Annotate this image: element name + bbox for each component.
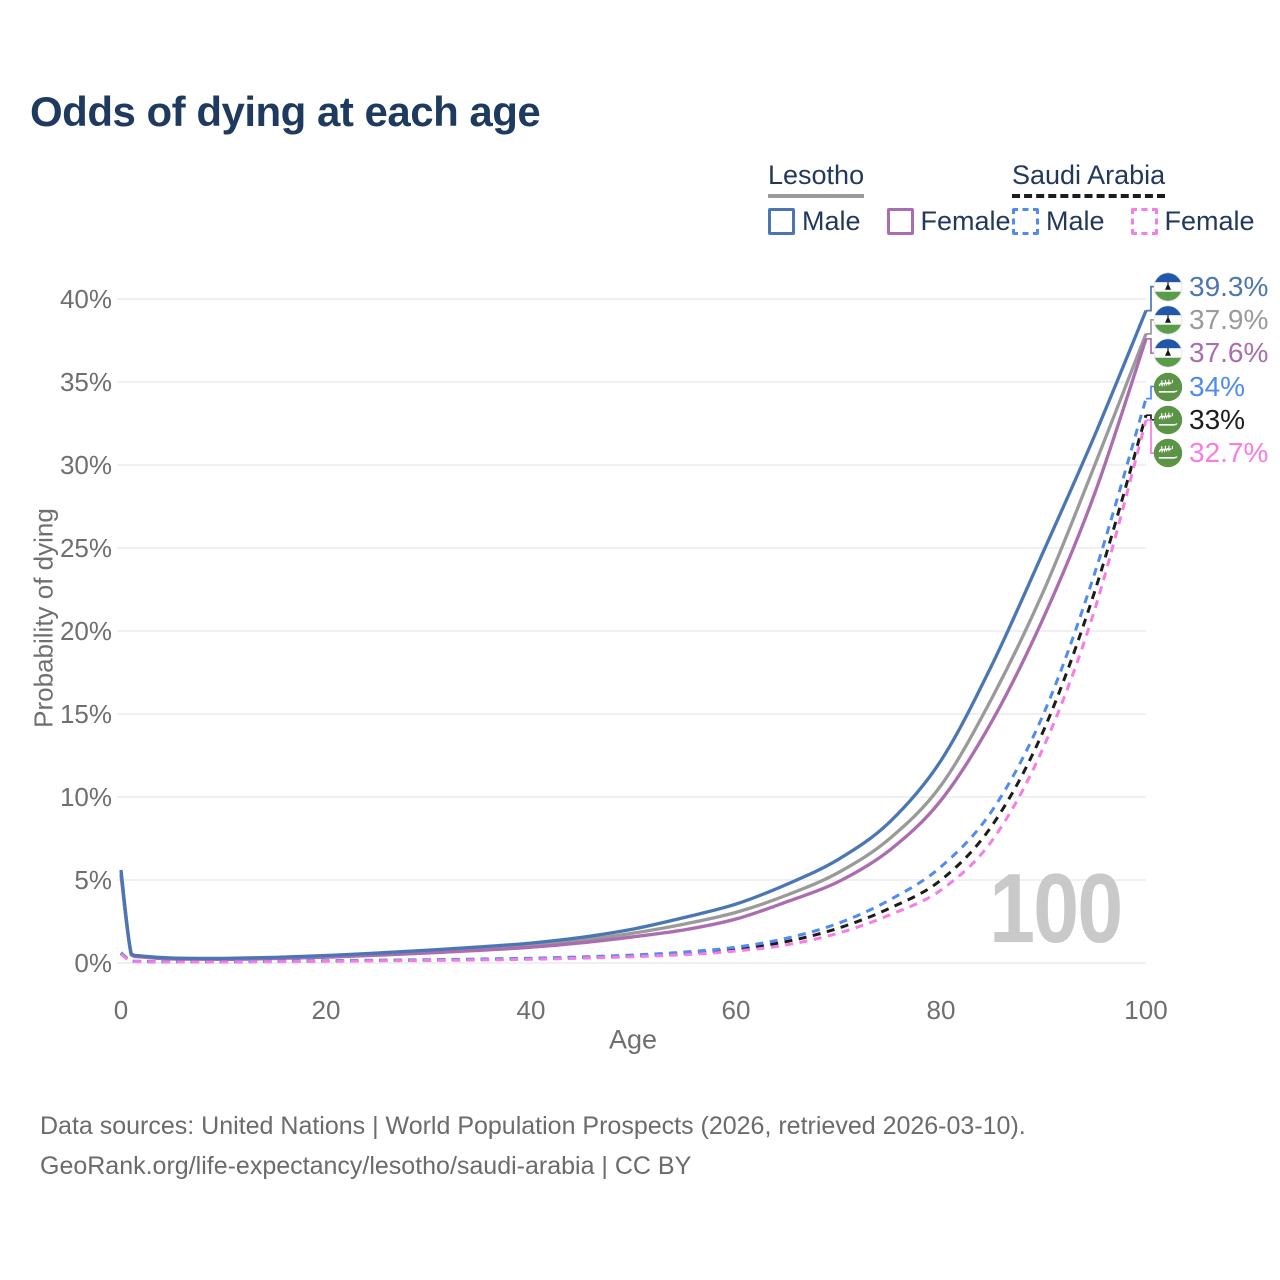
y-tick-0%: 0% xyxy=(74,948,112,978)
y-tick-20%: 20% xyxy=(60,616,112,646)
y-tick-10%: 10% xyxy=(60,782,112,812)
y-tick-25%: 25% xyxy=(60,533,112,563)
x-tick-80: 80 xyxy=(927,995,956,1025)
legend-item-label: Male xyxy=(1046,206,1105,236)
y-axis-title: Probability of dying xyxy=(28,508,59,728)
x-tick-60: 60 xyxy=(722,995,751,1025)
label-connector-lesotho-female xyxy=(1146,337,1157,355)
series-line-lesotho-male xyxy=(119,309,1148,961)
footer: Data sources: United Nations | World Pop… xyxy=(40,1106,1026,1186)
x-tick-20: 20 xyxy=(312,995,341,1025)
legend-item-saudi-arabia-female[interactable]: Female xyxy=(1130,206,1255,237)
legend-item-label: Female xyxy=(1164,206,1255,236)
page-title: Odds of dying at each age xyxy=(30,88,541,135)
y-tick-30%: 30% xyxy=(60,450,112,480)
label-connector-lesotho xyxy=(1146,319,1157,335)
label-connector-saudi-arabia-male xyxy=(1146,385,1157,400)
lesotho-female-swatch-icon[interactable] xyxy=(886,208,914,235)
label-connector-saudi-arabia-female xyxy=(1146,419,1157,454)
x-tick-40: 40 xyxy=(517,995,546,1025)
age-watermark: 100 xyxy=(989,853,1124,963)
legend-item-lesotho-female[interactable]: Female xyxy=(886,206,1011,237)
lesotho-male-swatch-icon[interactable] xyxy=(768,208,795,235)
x-axis-title: Age xyxy=(608,1024,658,1055)
legend-item-saudi-arabia-male[interactable]: Male xyxy=(1012,206,1105,237)
label-connector-lesotho-male xyxy=(1146,285,1157,312)
footer-attribution: GeoRank.org/life-expectancy/lesotho/saud… xyxy=(40,1152,692,1180)
y-tick-5%: 5% xyxy=(74,865,112,895)
x-tick-0: 0 xyxy=(114,995,128,1025)
saudi-arabia-male-swatch-icon[interactable] xyxy=(1012,208,1039,235)
legend-item-lesotho-male[interactable]: Male xyxy=(768,206,861,237)
footer-data-sources: Data sources: United Nations | World Pop… xyxy=(40,1112,1026,1140)
legend-items-saudi-arabia: Male Female xyxy=(1012,206,1255,237)
saudi-arabia-female-swatch-icon[interactable] xyxy=(1130,208,1158,235)
y-tick-35%: 35% xyxy=(60,367,112,397)
series-line-saudi-arabia-female xyxy=(120,419,1148,964)
legend-group-saudi-arabia: Saudi Arabia Male Female xyxy=(1012,160,1255,237)
legend-items-lesotho: Male Female xyxy=(768,206,1011,237)
legend-group-lesotho: Lesotho Male Female xyxy=(768,160,1011,237)
legend-item-label: Male xyxy=(802,206,861,236)
y-tick-40%: 40% xyxy=(60,284,112,314)
label-connector-saudi-arabia xyxy=(1146,414,1157,421)
x-tick-100: 100 xyxy=(1124,995,1167,1025)
legend-country-saudi-arabia[interactable]: Saudi Arabia xyxy=(1012,160,1166,198)
legend-item-label: Female xyxy=(920,206,1011,236)
legend-country-lesotho[interactable]: Lesotho xyxy=(768,160,865,198)
y-tick-15%: 15% xyxy=(60,699,112,729)
